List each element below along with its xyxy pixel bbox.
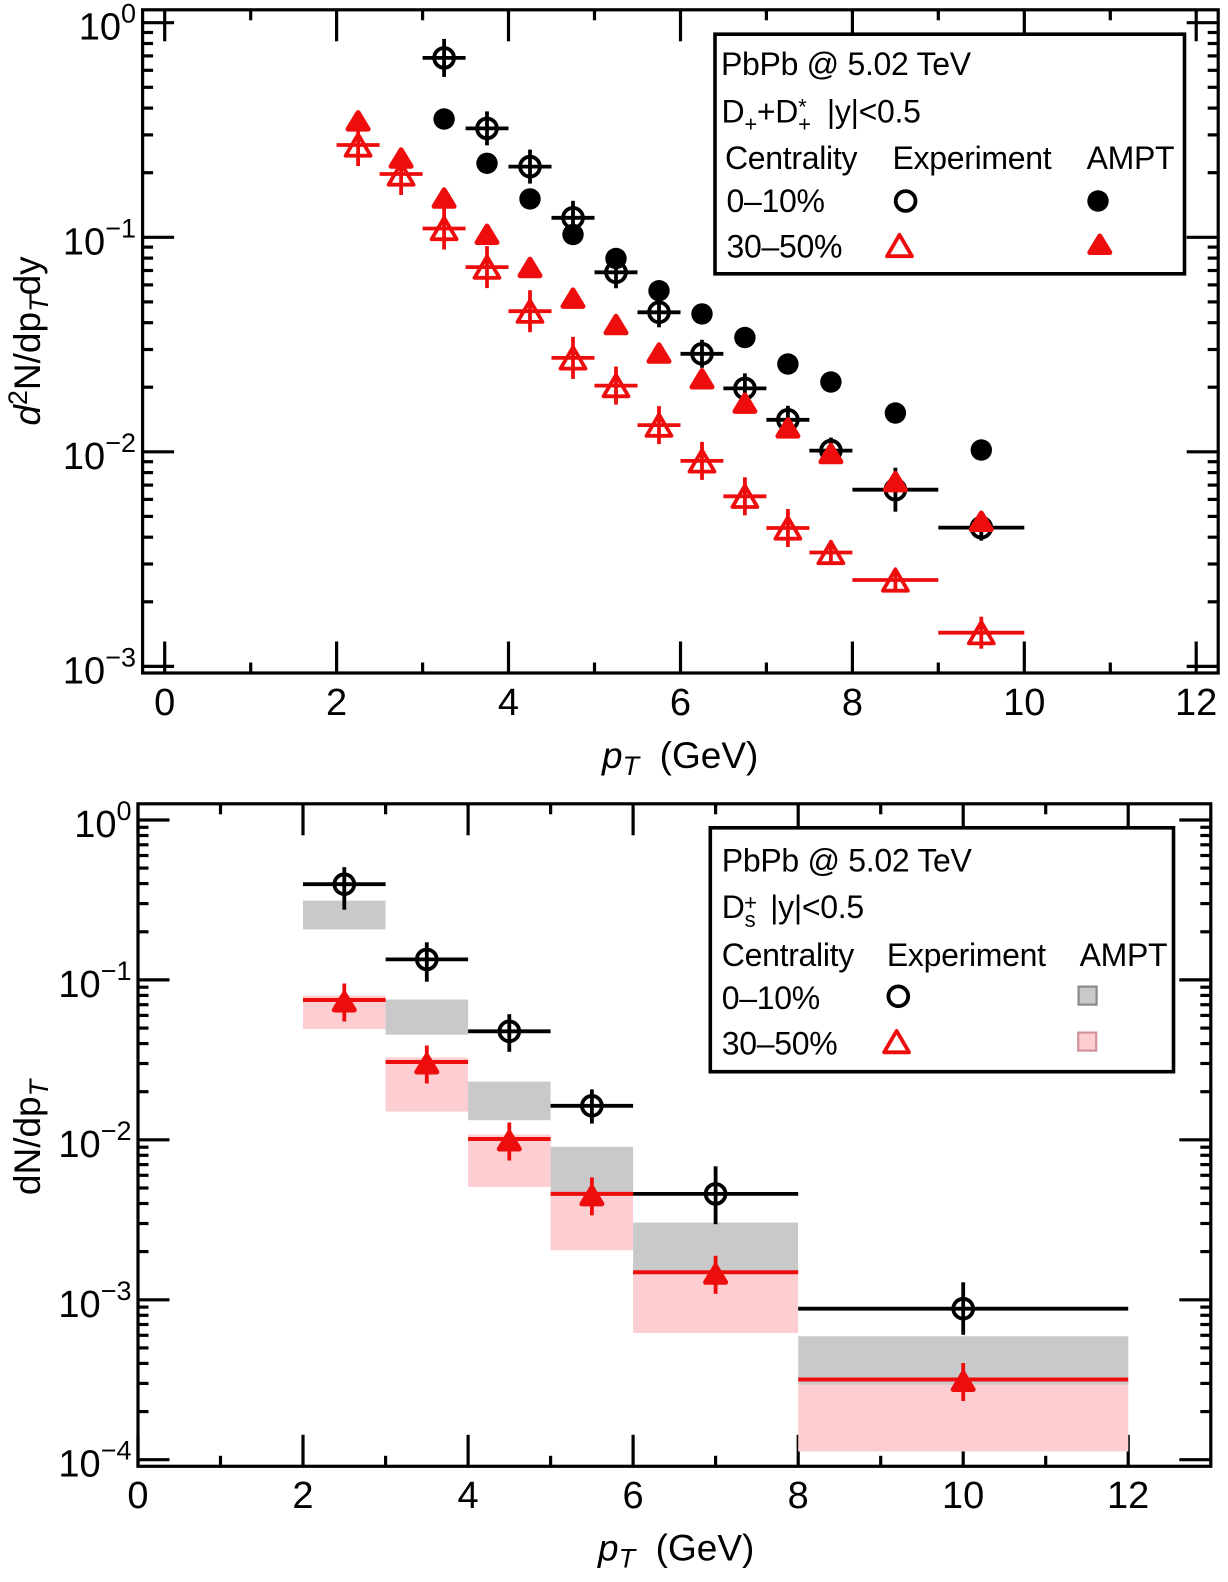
svg-text:Experiment: Experiment bbox=[893, 140, 1052, 176]
svg-text:Experiment: Experiment bbox=[887, 937, 1046, 973]
svg-text:Centrality: Centrality bbox=[722, 937, 854, 973]
svg-text:10−2: 10−2 bbox=[63, 428, 136, 478]
svg-text:4: 4 bbox=[498, 682, 519, 724]
svg-text:AMPT: AMPT bbox=[1087, 140, 1175, 176]
svg-text:0: 0 bbox=[127, 1475, 148, 1517]
svg-text:0–10%: 0–10% bbox=[722, 980, 820, 1016]
svg-text:8: 8 bbox=[788, 1475, 809, 1517]
svg-text:30–50%: 30–50% bbox=[727, 228, 843, 264]
svg-text:100: 100 bbox=[79, 0, 136, 49]
svg-text:10−1: 10−1 bbox=[58, 956, 131, 1006]
svg-text:pT (GeV): pT (GeV) bbox=[601, 735, 758, 781]
svg-text:2: 2 bbox=[326, 682, 347, 724]
svg-text:2: 2 bbox=[292, 1475, 313, 1517]
svg-text:AMPT: AMPT bbox=[1080, 937, 1168, 973]
svg-text:dN/dpT: dN/dpT bbox=[7, 1077, 54, 1195]
svg-text:12: 12 bbox=[1175, 682, 1217, 724]
svg-text:Centrality: Centrality bbox=[725, 140, 857, 176]
svg-text:6: 6 bbox=[623, 1475, 644, 1517]
svg-text:10: 10 bbox=[1003, 682, 1045, 724]
svg-text:PbPb @ 5.02 TeV: PbPb @ 5.02 TeV bbox=[721, 46, 972, 82]
svg-text:12: 12 bbox=[1107, 1475, 1149, 1517]
svg-text:10−4: 10−4 bbox=[58, 1436, 131, 1486]
svg-text:0–10%: 0–10% bbox=[727, 183, 825, 219]
svg-text:6: 6 bbox=[670, 682, 691, 724]
svg-text:8: 8 bbox=[842, 682, 863, 724]
svg-text:PbPb @ 5.02 TeV: PbPb @ 5.02 TeV bbox=[722, 842, 973, 878]
svg-text:0: 0 bbox=[154, 682, 175, 724]
svg-text:d2N/dpTdy: d2N/dpTdy bbox=[3, 256, 54, 426]
svg-text:10−3: 10−3 bbox=[63, 642, 136, 692]
svg-text:Ds+|y|<0.5: Ds+ |y|<0.5 bbox=[722, 889, 864, 932]
svg-text:4: 4 bbox=[458, 1475, 479, 1517]
svg-text:10: 10 bbox=[942, 1475, 984, 1517]
svg-text:30–50%: 30–50% bbox=[722, 1026, 838, 1062]
svg-text:pT (GeV): pT (GeV) bbox=[597, 1528, 754, 1574]
